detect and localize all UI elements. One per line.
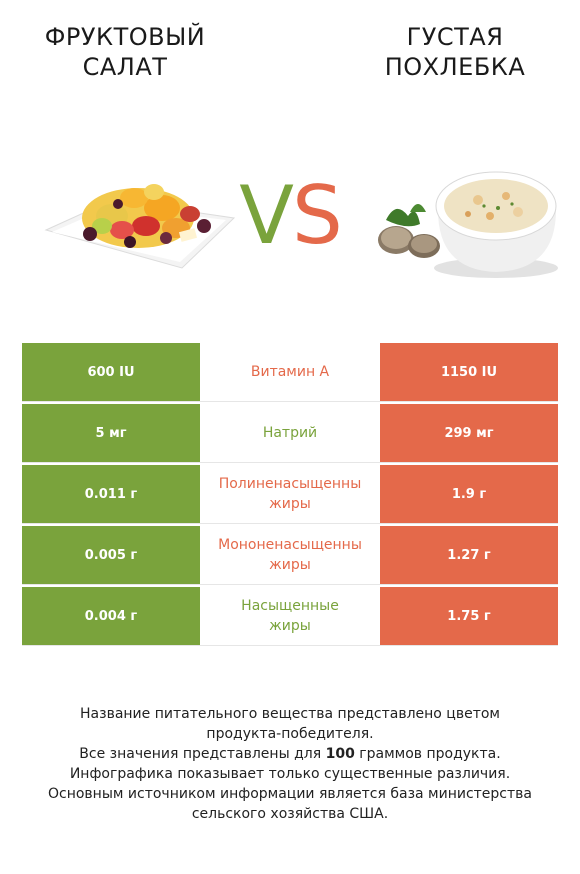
table-row: 0.004 г Насыщенные жиры 1.75 г [22, 587, 558, 646]
nutrient-name-line1: Мононенасыщенны [218, 537, 362, 553]
left-value: 0.011 г [22, 465, 200, 523]
nutrient-name: Насыщенные жиры [200, 587, 380, 645]
footer-note: Название питательного вещества представл… [20, 704, 560, 824]
footer-line: сельского хозяйства США. [191, 806, 389, 822]
nutrient-name: Полиненасыщенны жиры [200, 465, 380, 523]
left-value: 0.005 г [22, 526, 200, 584]
nutrient-name-line1: Полиненасыщенны [218, 476, 362, 492]
footer-amount: 100 [325, 746, 355, 762]
nutrient-name: Натрий [200, 404, 380, 462]
table-row: 0.011 г Полиненасыщенны жиры 1.9 г [22, 465, 558, 524]
fruit-salad-image [44, 184, 236, 269]
nutrient-name-line1: Насыщенные [241, 598, 339, 614]
right-value: 299 мг [380, 404, 558, 462]
right-value: 1150 IU [380, 343, 558, 401]
right-value: 1.9 г [380, 465, 558, 523]
left-food-title-line2: САЛАТ [82, 53, 168, 81]
table-row: 600 IU Витамин А 1150 IU [22, 343, 558, 402]
right-value: 1.75 г [380, 587, 558, 645]
right-food-title-line1: ГУСТАЯ [406, 23, 504, 51]
nutrient-name: Мононенасыщенны жиры [200, 526, 380, 584]
left-value: 0.004 г [22, 587, 200, 645]
right-food-title: ГУСТАЯ ПОХЛЕБКА [340, 22, 570, 82]
footer-line: Название питательного вещества представл… [80, 706, 500, 722]
nutrient-name: Витамин А [200, 343, 380, 401]
footer-line: продукта-победителя. [206, 726, 374, 742]
left-value: 5 мг [22, 404, 200, 462]
table-row: 0.005 г Мононенасыщенны жиры 1.27 г [22, 526, 558, 585]
nutrient-name-line2: жиры [269, 496, 311, 512]
left-value: 600 IU [22, 343, 200, 401]
vs-label: VS [222, 168, 358, 263]
clam-chowder-image [378, 171, 558, 278]
footer-text: Все значения представлены для [79, 746, 326, 762]
nutrient-name-line2: жиры [269, 618, 311, 634]
nutrient-name-line2: жиры [269, 557, 311, 573]
left-food-title-line1: ФРУКТОВЫЙ [44, 23, 206, 51]
nutrient-name-line1: Натрий [262, 425, 318, 441]
footer-line: Все значения представлены для 100 граммо… [20, 744, 560, 764]
right-value: 1.27 г [380, 526, 558, 584]
right-food-title-line2: ПОХЛЕБКА [384, 53, 526, 81]
footer-text: граммов продукта. [354, 746, 501, 762]
vs-v: V [239, 169, 294, 262]
left-food-title: ФРУКТОВЫЙ САЛАТ [10, 22, 240, 82]
footer-line: Инфографика показывает только существенн… [69, 766, 511, 782]
table-row: 5 мг Натрий 299 мг [22, 404, 558, 463]
nutrient-name-line1: Витамин А [250, 364, 330, 380]
vs-s: S [291, 169, 343, 262]
footer-line: Основным источником информации является … [48, 786, 532, 802]
comparison-table: 600 IU Витамин А 1150 IU 5 мг Натрий 299… [22, 343, 558, 648]
